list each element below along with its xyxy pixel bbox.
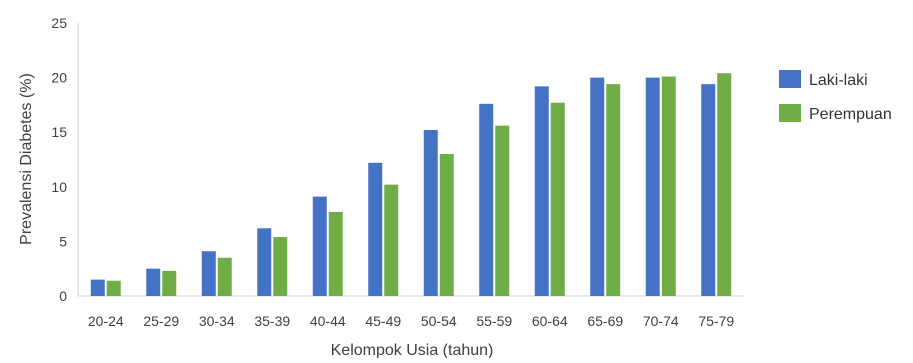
x-axis-ticks: 20-24 25-29 30-34 35-39 40-44 45-49 50-54 55-59… — [88, 313, 735, 329]
bar-perempuan — [273, 237, 288, 296]
bar-laki-laki — [590, 77, 605, 296]
y-tick-label: 20 — [51, 70, 67, 86]
x-axis-title: Kelompok Usia (tahun) — [331, 342, 494, 358]
x-tick-label: 65-69 — [587, 313, 623, 329]
y-tick-label: 15 — [51, 124, 67, 140]
bar-laki-laki — [645, 77, 660, 296]
y-tick-label: 10 — [51, 179, 67, 195]
bar-perempuan — [328, 211, 343, 296]
y-axis-title: Prevalensi Diabetes (%) — [18, 73, 35, 245]
legend-swatch — [779, 70, 801, 88]
bar-laki-laki — [479, 103, 494, 296]
bar-perempuan — [106, 280, 121, 296]
bar-perempuan — [717, 73, 732, 297]
legend-label: Perempuan — [809, 106, 892, 123]
x-tick-label: 70-74 — [643, 313, 679, 329]
y-tick-label: 0 — [59, 288, 67, 304]
bar-laki-laki — [701, 84, 716, 296]
x-tick-label: 50-54 — [421, 313, 457, 329]
bar-perempuan — [162, 270, 177, 296]
x-tick-label: 60-64 — [532, 313, 568, 329]
bar-perempuan — [217, 257, 232, 296]
x-tick-label: 25-29 — [143, 313, 179, 329]
bar-laki-laki — [146, 268, 161, 296]
bar-laki-laki — [201, 251, 216, 296]
bar-laki-laki — [90, 279, 105, 296]
x-tick-label: 45-49 — [365, 313, 401, 329]
x-tick-label: 30-34 — [199, 313, 235, 329]
bar-perempuan — [661, 76, 676, 297]
bar-laki-laki — [368, 162, 383, 296]
bar-perempuan — [550, 102, 565, 296]
y-tick-label: 25 — [51, 15, 67, 31]
y-axis-title-group: Prevalensi Diabetes (%) — [18, 73, 35, 245]
bar-laki-laki — [312, 196, 327, 296]
bars — [90, 73, 732, 297]
x-tick-label: 75-79 — [698, 313, 734, 329]
bar-laki-laki — [423, 130, 438, 296]
x-tick-label: 55-59 — [476, 313, 512, 329]
bar-perempuan — [495, 125, 510, 296]
legend: Laki-laki Perempuan — [779, 70, 892, 123]
legend-swatch — [779, 104, 801, 122]
bar-perempuan — [384, 184, 399, 296]
bar-laki-laki — [257, 228, 272, 296]
bar-perempuan — [439, 154, 454, 296]
y-axis-ticks: 0 5 10 15 20 25 — [51, 15, 67, 304]
legend-label: Laki-laki — [809, 72, 868, 89]
x-tick-label: 40-44 — [310, 313, 346, 329]
axes — [77, 23, 744, 297]
bar-laki-laki — [534, 86, 549, 296]
y-tick-label: 5 — [59, 233, 67, 249]
x-tick-label: 35-39 — [254, 313, 290, 329]
bar-perempuan — [606, 84, 621, 296]
x-tick-label: 20-24 — [88, 313, 124, 329]
